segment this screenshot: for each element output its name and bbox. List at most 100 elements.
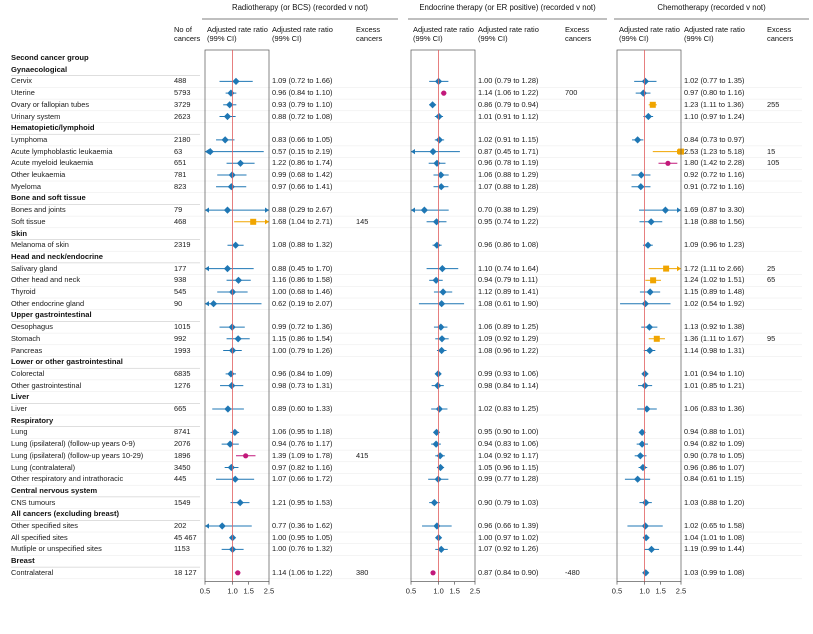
row-rate-text: 1.01 (0.91 to 1.12) — [478, 111, 539, 121]
panel-title-2: Chemotherapy (recorded v not) — [657, 3, 766, 12]
point-estimate-diamond — [647, 545, 656, 553]
header-excess-2: Excess cancers — [767, 25, 794, 43]
ci-arrow-right — [265, 219, 269, 225]
row-label: Thyroid — [11, 287, 36, 296]
row-rate-text: 1.09 (0.72 to 1.66) — [272, 76, 333, 86]
row-label: Liver — [11, 404, 28, 413]
row-rate-text: 1.07 (0.92 to 1.26) — [478, 544, 539, 554]
header-rate-text-0: Adjusted rate ratio (99% CI) — [272, 25, 333, 43]
group-heading-6: Lower or other gastrointestinal — [11, 357, 123, 367]
point-estimate-diamond — [436, 452, 444, 460]
row-label: Lung (ipsilateral) (follow-up years 0-9) — [11, 439, 136, 449]
row-rate-text: 0.84 (0.73 to 0.97) — [684, 134, 745, 144]
point-estimate-square — [653, 335, 660, 342]
point-estimate-diamond — [439, 288, 447, 296]
point-estimate-diamond — [644, 112, 652, 121]
point-estimate-diamond — [634, 475, 642, 483]
point-estimate-square — [663, 265, 670, 272]
point-estimate-diamond — [639, 89, 647, 97]
point-estimate-diamond — [234, 335, 242, 343]
point-estimate-diamond — [437, 171, 445, 179]
point-estimate-diamond — [641, 300, 649, 308]
row-n: 3450 — [174, 462, 191, 472]
point-estimate-circle — [243, 453, 249, 459]
row-label: Uterine — [11, 88, 35, 98]
point-estimate-diamond — [223, 112, 232, 121]
row-label: Acute lymphoblastic leukaemia — [11, 146, 113, 156]
row-rate-text: 0.97 (0.80 to 1.16) — [684, 88, 745, 98]
row-rate-text: 1.07 (0.66 to 1.72) — [272, 474, 333, 484]
point-estimate-diamond — [209, 300, 218, 308]
header-group: Second cancer group — [11, 53, 89, 62]
row-n: 781 — [174, 170, 187, 179]
point-estimate-diamond — [236, 159, 245, 167]
point-estimate-diamond — [438, 346, 446, 355]
row-rate-text: 0.96 (0.84 to 1.10) — [272, 88, 333, 98]
point-estimate-diamond — [221, 136, 229, 144]
row-rate-text: 0.99 (0.93 to 1.06) — [478, 368, 539, 378]
row-rate-text: 0.98 (0.84 to 1.14) — [478, 380, 539, 390]
row-rate-text: 1.10 (0.97 to 1.24) — [684, 111, 745, 121]
group-heading-11: Breast — [11, 556, 35, 566]
row-n: 45 467 — [174, 532, 197, 542]
header-n: No of cancers — [174, 25, 201, 43]
row-rate-text: 1.03 (0.88 to 1.20) — [684, 497, 745, 507]
point-estimate-diamond — [432, 276, 440, 284]
row-label: Myeloma — [11, 181, 41, 191]
point-estimate-diamond — [438, 300, 446, 308]
row-rate-text: 1.36 (1.11 to 1.67) — [684, 333, 744, 343]
group-heading-2: Bone and soft tissue — [11, 193, 86, 203]
row-label: Other specified sites — [11, 521, 78, 530]
point-estimate-diamond — [644, 241, 652, 249]
point-estimate-diamond — [433, 159, 441, 167]
row-rate-text: 0.62 (0.19 to 2.07) — [272, 298, 333, 308]
point-estimate-diamond — [642, 534, 650, 542]
header-rate-plot-0: Adjusted rate ratio (99% CI) — [207, 25, 268, 43]
row-n: 2623 — [174, 111, 191, 121]
x-tick-label: 0.5 — [200, 587, 210, 596]
point-estimate-diamond — [639, 463, 647, 472]
ci-arrow-right — [677, 266, 681, 272]
panel-frame-1 — [410, 49, 476, 583]
row-rate-text: 0.83 (0.66 to 1.05) — [272, 134, 333, 144]
point-estimate-diamond — [428, 101, 437, 109]
row-rate-text: 0.95 (0.74 to 1.22) — [478, 216, 539, 226]
row-rate-text: 0.57 (0.15 to 2.19) — [272, 146, 333, 156]
point-estimate-diamond — [227, 370, 235, 378]
group-heading-9: Central nervous system — [11, 485, 98, 495]
row-label: Ovary or fallopian tubes — [11, 99, 90, 109]
header-rate-plot-2: Adjusted rate ratio (99% CI) — [619, 25, 680, 43]
row-label: Other endocrine gland — [11, 298, 85, 308]
row-excess: -480 — [565, 567, 580, 577]
x-tick-label: 2.5 — [676, 587, 686, 596]
row-rate-text: 1.15 (0.89 to 1.48) — [684, 287, 745, 296]
point-estimate-diamond — [226, 440, 234, 448]
point-estimate-diamond — [642, 499, 650, 507]
point-estimate-circle — [430, 570, 436, 576]
row-rate-text: 0.90 (0.78 to 1.05) — [684, 450, 745, 460]
row-rate-text: 0.96 (0.86 to 1.08) — [478, 240, 539, 250]
row-label: Other gastrointestinal — [11, 380, 82, 390]
row-label: Oesophagus — [11, 322, 53, 332]
row-rate-text: 0.94 (0.82 to 1.09) — [684, 439, 745, 449]
row-rate-text: 0.96 (0.66 to 1.39) — [478, 521, 539, 530]
ci-arrow-left — [205, 301, 209, 307]
row-rate-text: 1.14 (0.98 to 1.31) — [684, 345, 745, 355]
row-n: 2180 — [174, 134, 191, 144]
point-estimate-diamond — [436, 463, 445, 472]
point-estimate-diamond — [236, 499, 244, 507]
row-rate-text: 0.88 (0.72 to 1.08) — [272, 111, 333, 121]
row-rate-text: 1.01 (0.85 to 1.21) — [684, 380, 745, 390]
row-rate-text: 0.99 (0.68 to 1.42) — [272, 170, 333, 179]
row-rate-text: 1.14 (1.06 to 1.22) — [478, 88, 539, 98]
row-n: 545 — [174, 287, 187, 296]
row-label: Other respiratory and intrathoracic — [11, 474, 124, 484]
point-estimate-circle — [441, 90, 447, 96]
row-rate-text: 1.09 (0.92 to 1.29) — [478, 333, 539, 343]
row-n: 3729 — [174, 99, 191, 109]
point-estimate-diamond — [641, 77, 649, 85]
point-estimate-square — [650, 277, 657, 284]
point-estimate-diamond — [420, 206, 428, 214]
row-rate-text: 1.04 (1.01 to 1.08) — [684, 532, 745, 542]
